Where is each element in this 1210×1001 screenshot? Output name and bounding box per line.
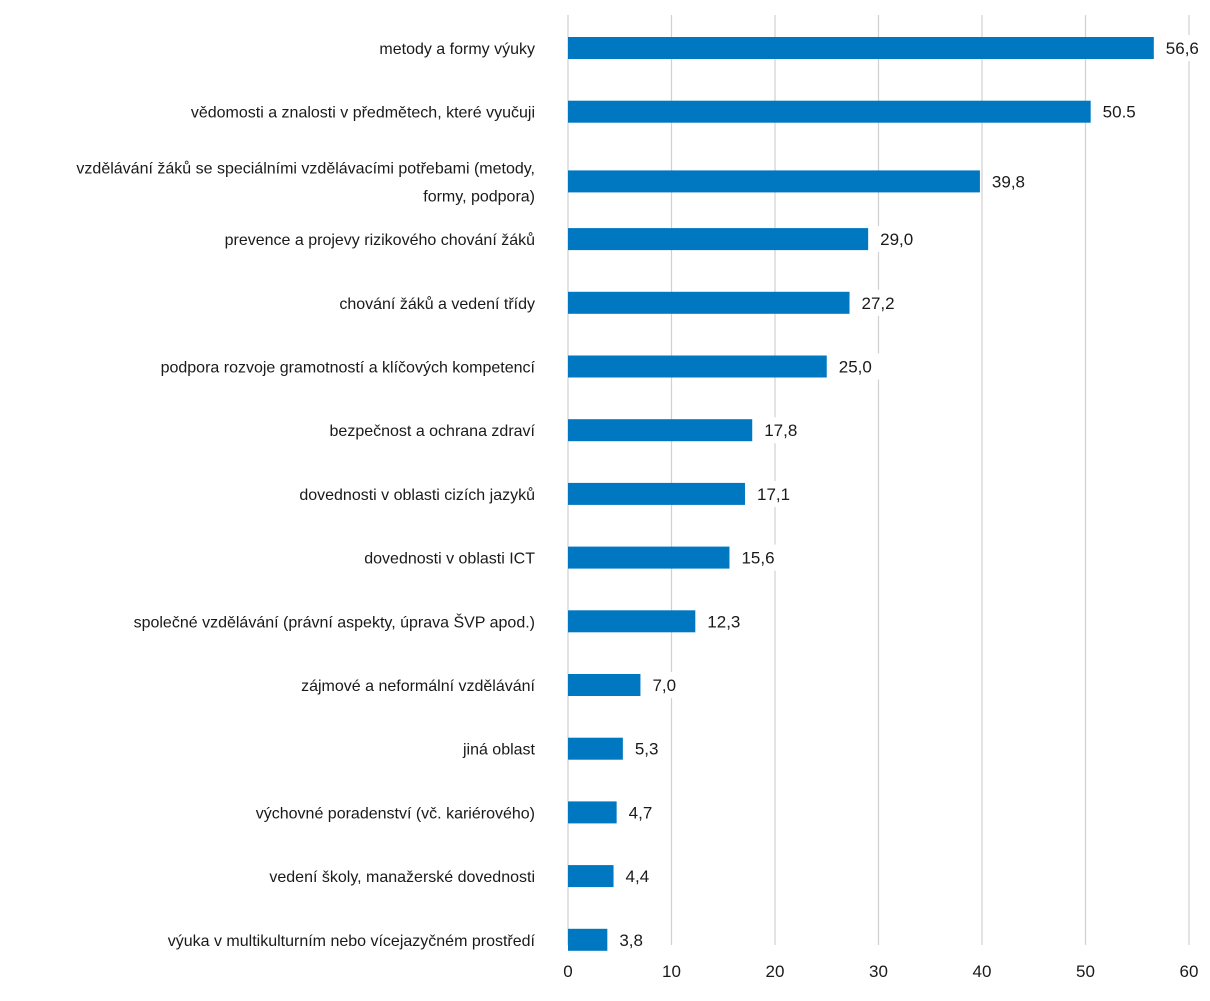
value-label: 25,0: [839, 358, 872, 377]
category-label: zájmové a neformální vzdělávání: [301, 678, 535, 695]
category-label: společné vzdělávání (právní aspekty, úpr…: [134, 612, 535, 631]
value-label: 29,0: [880, 230, 913, 249]
value-label: 27,2: [862, 294, 895, 313]
category-label: dovednosti v oblasti cizích jazyků: [299, 486, 535, 504]
value-label-bg: [832, 353, 881, 380]
value-label-bg: [874, 226, 923, 253]
value-label: 5,3: [635, 740, 659, 759]
value-label: 4,7: [629, 803, 653, 822]
category-label: metody a formy výuky: [379, 41, 535, 58]
value-label-bg: [646, 672, 686, 698]
category-label-line: společné vzdělávání (právní aspekty, úpr…: [134, 612, 535, 631]
value-label-bg: [701, 608, 750, 635]
category-label: vědomosti a znalosti v předmětech, které…: [191, 105, 535, 122]
bar: [568, 610, 696, 633]
x-axis-tick-labels: 0 10 20 30 40 50 60: [563, 962, 1198, 981]
x-tick-label: 20: [766, 962, 785, 981]
category-label: prevence a projevy rizikového chování žá…: [225, 231, 535, 249]
bar: [568, 737, 623, 760]
category-label-line: výchovné poradenství (vč. kariérového): [256, 805, 535, 822]
value-label: 15,6: [741, 549, 774, 568]
value-label: 50.5: [1103, 103, 1136, 122]
category-label: dovednosti v oblasti ICT: [364, 551, 535, 568]
value-label: 39,8: [992, 172, 1025, 191]
value-label-bg: [985, 168, 1034, 195]
category-label-line: dovednosti v oblasti ICT: [364, 551, 535, 568]
bar: [568, 170, 980, 193]
x-tick-label: 0: [563, 962, 572, 981]
value-label-bg: [1096, 98, 1145, 125]
category-label-line: jiná oblast: [462, 742, 536, 759]
bar: [568, 546, 730, 569]
bar: [568, 801, 617, 824]
category-label: vedení školy, manažerské dovednosti: [269, 869, 535, 886]
bar: [568, 228, 869, 251]
bar: [568, 291, 850, 314]
category-label: bezpečnost a ochrana zdraví: [330, 423, 536, 440]
category-label-line: dovednosti v oblasti cizích jazyků: [299, 486, 535, 504]
value-label: 3,8: [619, 931, 643, 950]
category-label-line: chování žáků a vedení třídy: [339, 295, 535, 313]
category-label: výuka v multikulturním nebo vícejazyčném…: [168, 933, 536, 950]
value-label: 17,8: [764, 421, 797, 440]
value-label-bg: [758, 417, 807, 444]
bar: [568, 100, 1091, 123]
value-label-bg: [1159, 35, 1208, 61]
x-tick-label: 30: [869, 962, 888, 981]
category-label: chování žáků a vedení třídy: [339, 295, 535, 313]
value-label-bg: [613, 926, 653, 953]
x-tick-label: 40: [973, 962, 992, 981]
value-label: 4,4: [626, 867, 650, 886]
x-tick-label: 50: [1076, 962, 1095, 981]
value-label-bg: [735, 544, 784, 571]
bar: [568, 37, 1154, 59]
value-label: 12,3: [707, 612, 740, 631]
bar: [568, 865, 614, 888]
category-label-line: vedení školy, manažerské dovednosti: [269, 869, 535, 886]
category-labels: metody a formy výuky vědomosti a znalosti…: [76, 41, 535, 950]
bar: [568, 928, 608, 951]
value-label: 56,6: [1166, 39, 1199, 58]
bar: [568, 419, 753, 442]
category-label: výchovné poradenství (vč. kariérového): [256, 805, 535, 822]
category-label: jiná oblast: [462, 742, 536, 759]
bar: [568, 482, 745, 505]
bars: [568, 37, 1154, 951]
category-label: vzdělávání žáků se speciálními vzdělávac…: [76, 159, 535, 205]
category-label-line: vzdělávání žáků se speciálními vzdělávac…: [76, 159, 535, 177]
x-tick-label: 60: [1180, 962, 1199, 981]
value-label: 17,1: [757, 485, 790, 504]
value-label-bg: [855, 289, 904, 316]
bar: [568, 674, 641, 696]
category-label-line: formy, podpora): [423, 188, 535, 205]
bar: [568, 355, 827, 378]
category-label-line: vědomosti a znalosti v předmětech, které…: [191, 105, 535, 122]
value-label: 7,0: [652, 676, 676, 695]
category-label-line: zájmové a neformální vzdělávání: [301, 678, 535, 695]
category-label-line: podpora rozvoje gramotností a klíčových …: [161, 360, 536, 377]
category-label-line: bezpečnost a ochrana zdraví: [330, 423, 536, 440]
value-labels: 56,6 50.5 39,8 29,0 27,2 25,0 17,8 17,1 15,6 12,3…: [613, 35, 1208, 953]
category-label: podpora rozvoje gramotností a klíčových …: [161, 360, 536, 377]
grid-lines: [567, 15, 1190, 945]
category-label-line: prevence a projevy rizikového chování žá…: [225, 231, 535, 249]
value-label-bg: [750, 480, 799, 507]
value-label-bg: [619, 863, 659, 890]
category-label-line: výuka v multikulturním nebo vícejazyčném…: [168, 933, 536, 950]
value-label-bg: [628, 735, 668, 762]
x-tick-label: 10: [662, 962, 681, 981]
category-label-line: metody a formy výuky: [379, 41, 535, 58]
value-label-bg: [622, 799, 662, 826]
